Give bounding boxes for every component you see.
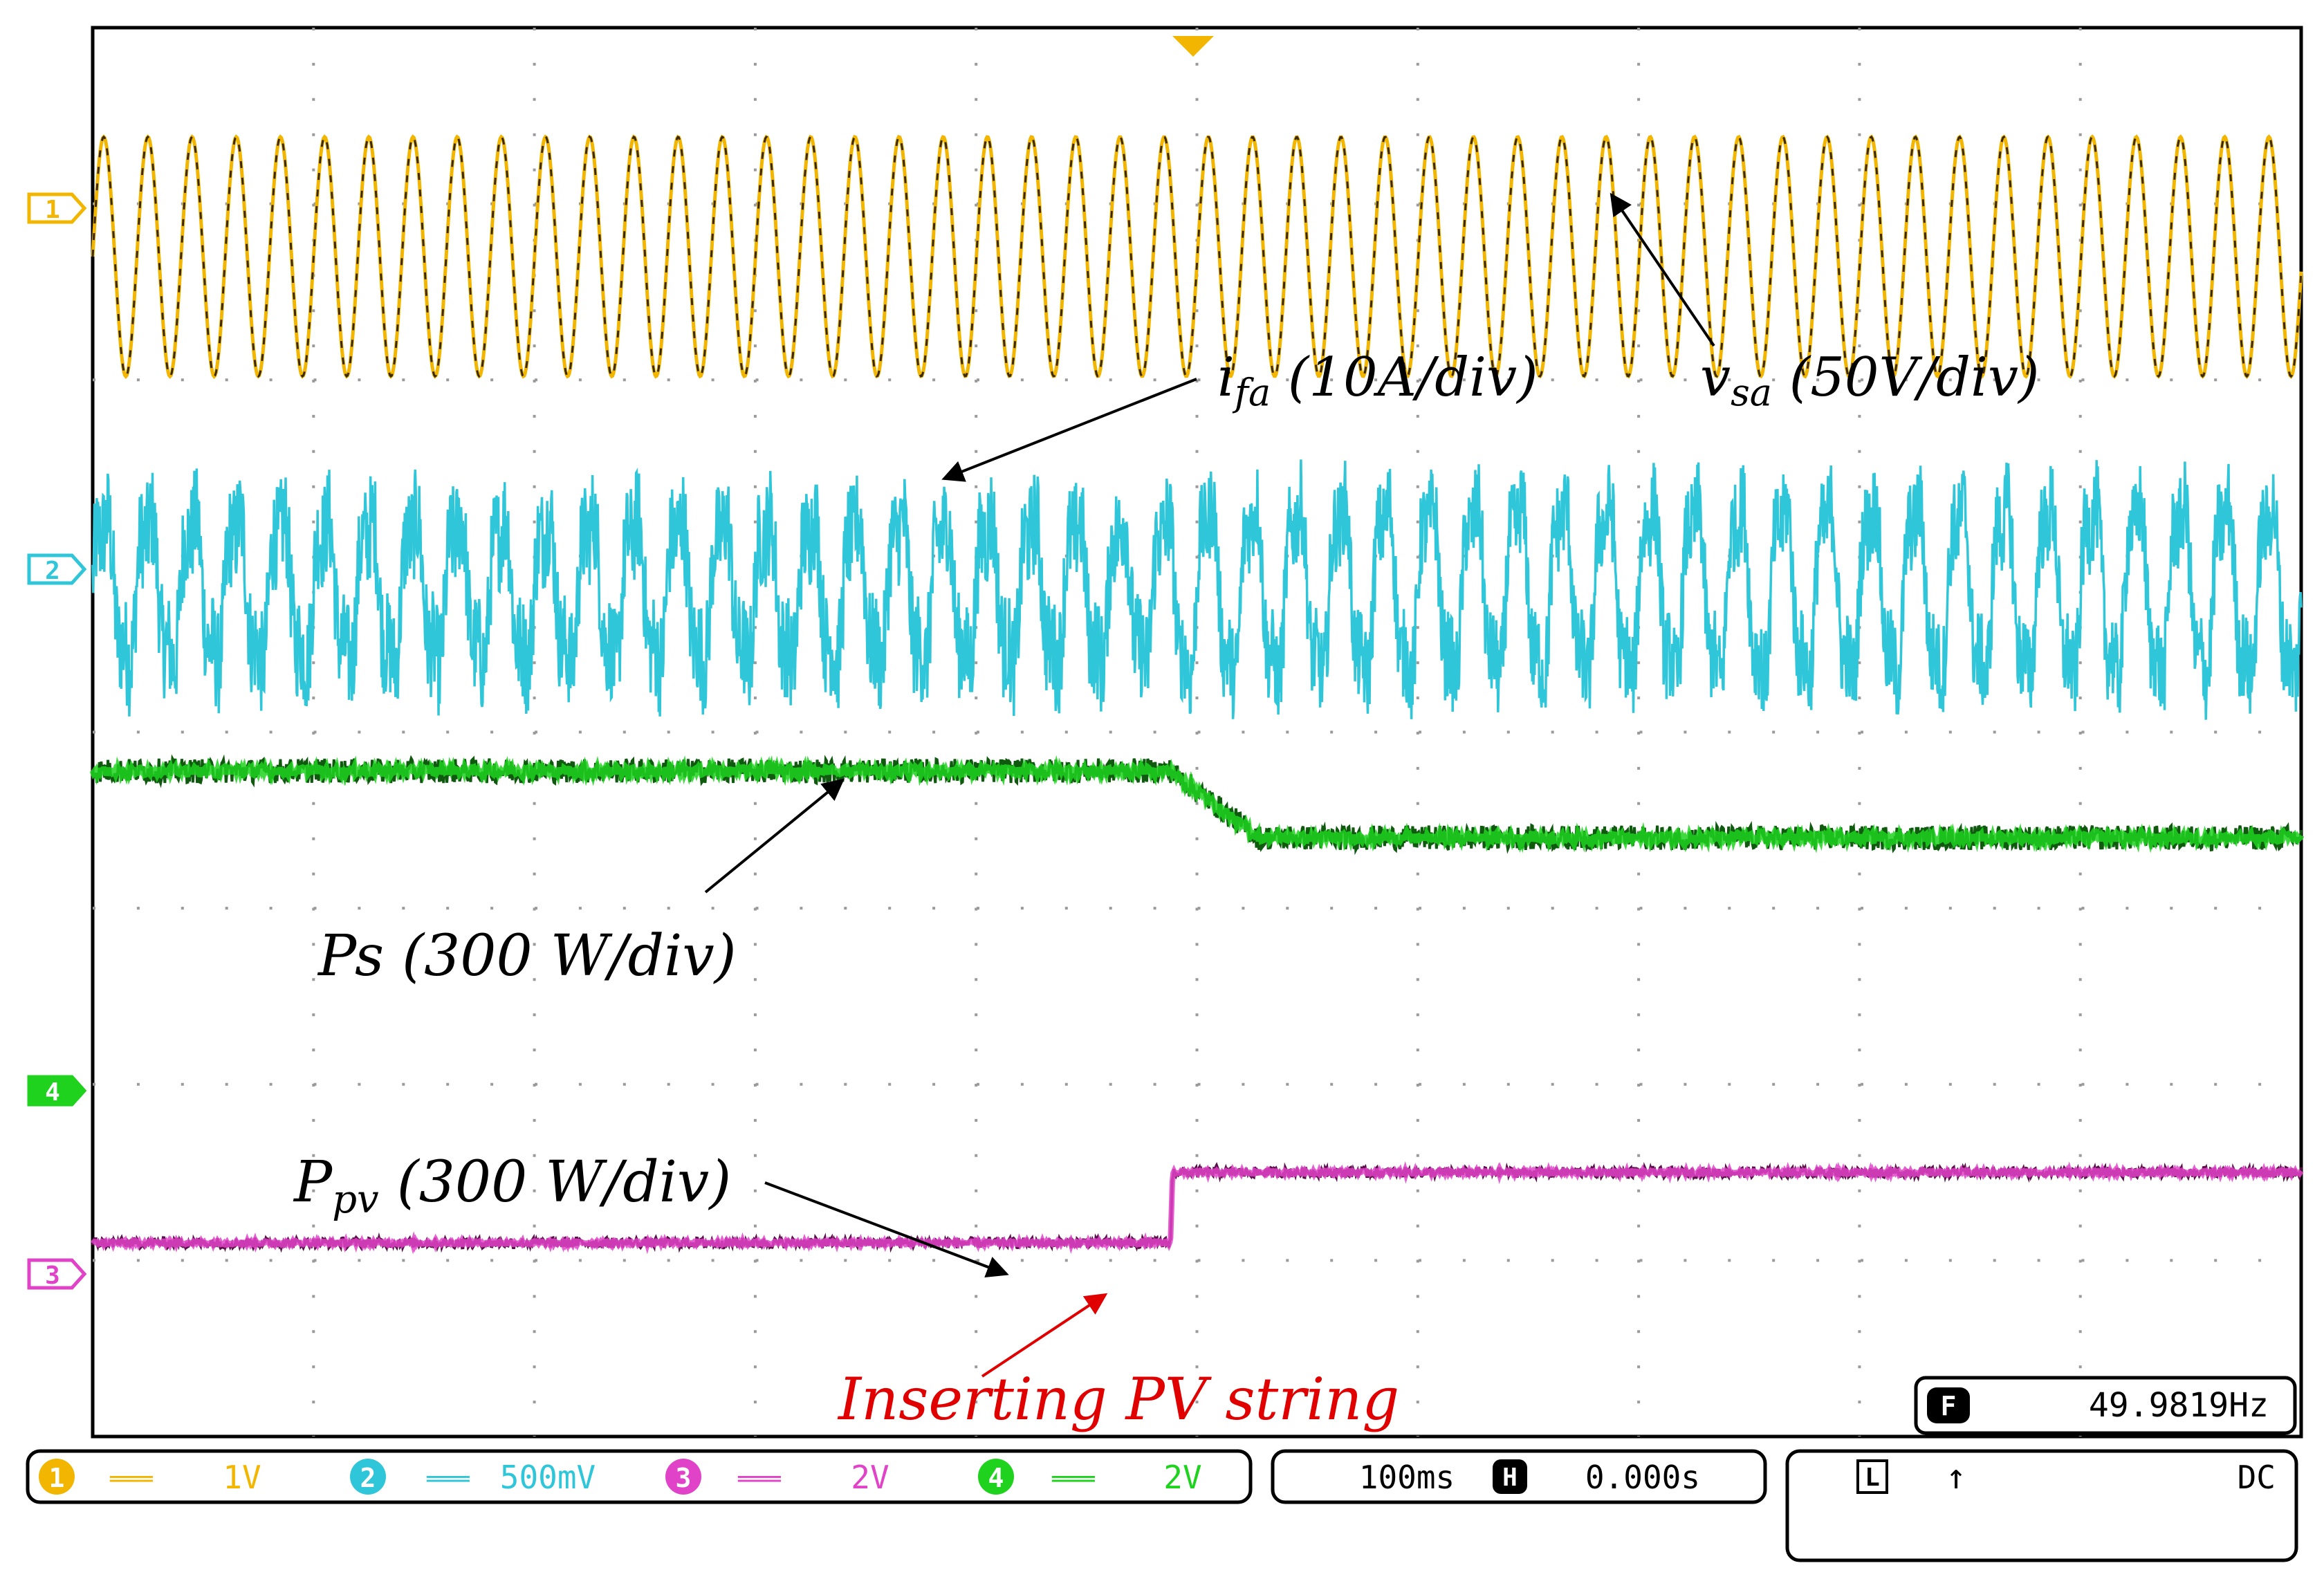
- ch1-status-number: 1: [49, 1463, 65, 1493]
- trigger-coupling: DC: [2238, 1459, 2276, 1496]
- vsa-label: vsa (50V/div): [1700, 347, 2039, 414]
- ifa-label: ifa (10A/div): [1217, 347, 1538, 414]
- ch4-status[interactable]: 4 ═══ 2V: [978, 1459, 1202, 1496]
- insert-arrow: [981, 1293, 1108, 1378]
- horizontal-delay-value: 0.000s: [1585, 1459, 1700, 1496]
- ch3-status-number: 3: [676, 1463, 692, 1493]
- ch2-coupling-icon: ═══: [426, 1466, 470, 1493]
- vsa-trace-shadow: [91, 135, 2303, 378]
- ppv-label: Ppv (300 W/div): [293, 1149, 731, 1222]
- ch1-coupling-icon: ═══: [109, 1466, 153, 1493]
- ch4-status-number: 4: [988, 1463, 1004, 1493]
- ch2-status[interactable]: 2 ═══ 500mV: [350, 1459, 596, 1496]
- ch4-coupling-icon: ═══: [1051, 1466, 1095, 1493]
- vsa-arrow: [1610, 192, 1715, 347]
- channel-3-marker-label: 3: [45, 1262, 60, 1290]
- ch1-scale: 1V: [223, 1459, 261, 1496]
- inserting-pv-string-label: Inserting PV string: [837, 1365, 1399, 1433]
- timebase-value: 100ms: [1359, 1459, 1455, 1496]
- ps-label: Ps (300 W/div): [317, 923, 737, 989]
- ch3-status[interactable]: 3 ═══ 2V: [665, 1459, 889, 1496]
- ifa-trace: [91, 459, 2303, 720]
- channel-2-marker[interactable]: 2: [27, 553, 87, 585]
- channel-1-marker-label: 1: [45, 196, 60, 224]
- channel-2-marker-label: 2: [45, 557, 60, 585]
- ifa-arrow: [941, 378, 1197, 482]
- channel-4-marker-label: 4: [45, 1078, 60, 1107]
- ch3-coupling-icon: ═══: [737, 1466, 781, 1493]
- frequency-readout: F 49.9819Hz: [1914, 1376, 2297, 1435]
- trigger-position-marker: [1172, 36, 1214, 57]
- ppv-trace-core: [90, 1161, 2304, 1255]
- channel-4-marker[interactable]: 4: [27, 1075, 87, 1107]
- ps-trace-core: [89, 755, 2305, 853]
- timebase-status[interactable]: 100ms H 0.000s: [1271, 1449, 1767, 1504]
- trigger-mode-badge: L: [1865, 1463, 1880, 1492]
- channel-3-marker[interactable]: 3: [27, 1258, 87, 1290]
- ch1-status[interactable]: 1 ═══ 1V: [39, 1459, 261, 1496]
- trigger-status[interactable]: L ↑ DC: [1785, 1449, 2298, 1562]
- horizontal-badge: H: [1502, 1463, 1518, 1492]
- graticule: [93, 28, 2301, 1437]
- frequency-badge: F: [1941, 1391, 1957, 1421]
- channel-1-marker[interactable]: 1: [27, 192, 87, 224]
- ch4-scale: 2V: [1163, 1459, 1201, 1496]
- ch3-scale: 2V: [851, 1459, 889, 1496]
- channel-status-bar: 1 ═══ 1V 2 ═══ 500mV 3 ═══ 2V 4 ═══ 2V: [26, 1449, 1253, 1504]
- ps-arrow: [704, 778, 845, 894]
- ch2-status-number: 2: [360, 1463, 376, 1493]
- frequency-value: 49.9819Hz: [2089, 1386, 2269, 1425]
- trigger-rising-edge-icon: ↑: [1946, 1457, 1966, 1497]
- ppv-arrow: [764, 1181, 1009, 1278]
- ch2-scale: 500mV: [500, 1459, 596, 1496]
